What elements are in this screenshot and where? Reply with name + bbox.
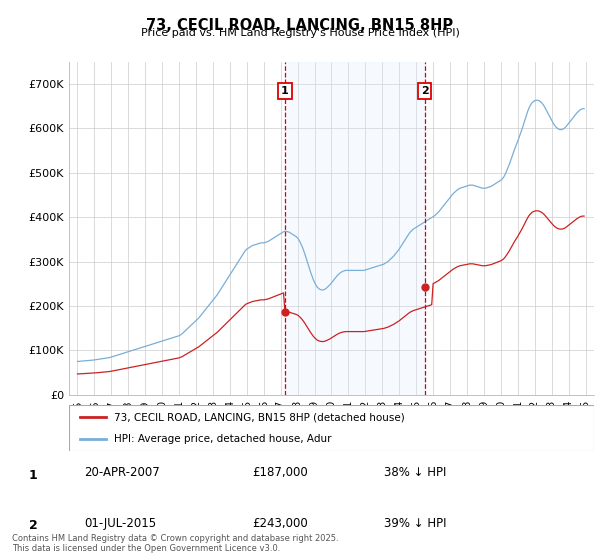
Text: 38% ↓ HPI: 38% ↓ HPI xyxy=(384,466,446,479)
Text: 1: 1 xyxy=(29,469,37,482)
Text: 20-APR-2007: 20-APR-2007 xyxy=(84,466,160,479)
Text: 73, CECIL ROAD, LANCING, BN15 8HP (detached house): 73, CECIL ROAD, LANCING, BN15 8HP (detac… xyxy=(113,412,404,422)
Text: 2: 2 xyxy=(421,86,428,96)
Text: Price paid vs. HM Land Registry's House Price Index (HPI): Price paid vs. HM Land Registry's House … xyxy=(140,28,460,38)
Text: £187,000: £187,000 xyxy=(252,466,308,479)
Text: 01-JUL-2015: 01-JUL-2015 xyxy=(84,517,156,530)
Text: 39% ↓ HPI: 39% ↓ HPI xyxy=(384,517,446,530)
Text: 2: 2 xyxy=(29,519,37,532)
Text: 73, CECIL ROAD, LANCING, BN15 8HP: 73, CECIL ROAD, LANCING, BN15 8HP xyxy=(146,18,454,33)
Bar xyxy=(285,62,425,395)
Text: £243,000: £243,000 xyxy=(252,517,308,530)
Text: Contains HM Land Registry data © Crown copyright and database right 2025.
This d: Contains HM Land Registry data © Crown c… xyxy=(12,534,338,553)
Text: 1: 1 xyxy=(281,86,289,96)
Text: HPI: Average price, detached house, Adur: HPI: Average price, detached house, Adur xyxy=(113,435,331,444)
